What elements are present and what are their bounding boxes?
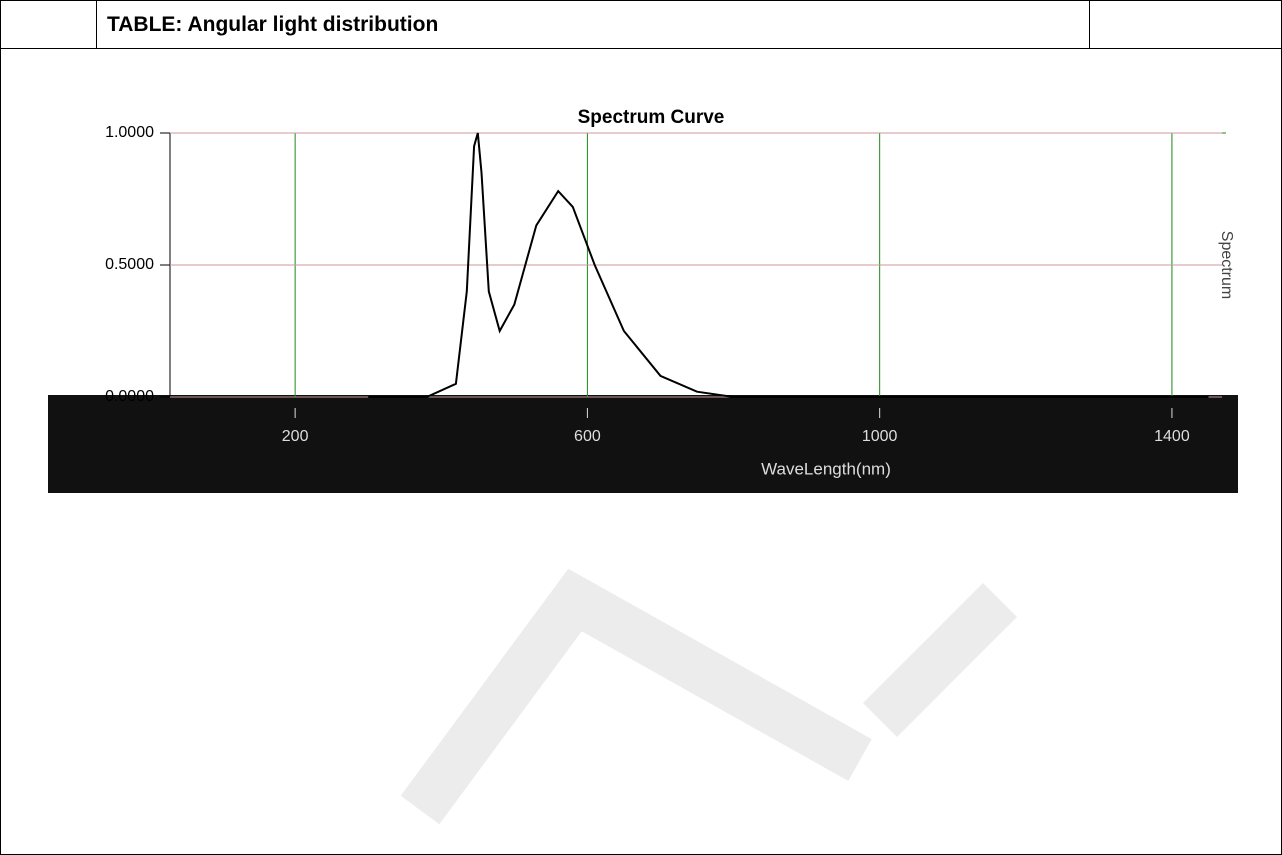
empty-cell bbox=[1, 1, 97, 49]
table-title: TABLE: Angular light distribution bbox=[97, 1, 1090, 49]
watermark-stroke bbox=[863, 583, 1017, 737]
watermark-stroke bbox=[400, 568, 872, 825]
y-tick-label: 0.0000 bbox=[105, 388, 154, 405]
y-tick-label: 0.5000 bbox=[105, 256, 154, 273]
x-tick-label: 200 bbox=[282, 428, 309, 445]
x-tick-label: 1000 bbox=[862, 428, 898, 445]
x-tick-label: 600 bbox=[574, 428, 601, 445]
y-axis-label: Spectrum bbox=[1218, 231, 1235, 299]
watermark bbox=[400, 568, 1017, 825]
x-tick-label: 1400 bbox=[1154, 428, 1190, 445]
spectrum-line bbox=[368, 132, 1209, 398]
empty-cell bbox=[1090, 1, 1282, 49]
chart-title: Spectrum Curve bbox=[578, 107, 725, 128]
y-tick-label: 1.0000 bbox=[105, 124, 154, 141]
axis-band bbox=[48, 395, 1238, 493]
x-axis-label: WaveLength(nm) bbox=[761, 459, 891, 478]
